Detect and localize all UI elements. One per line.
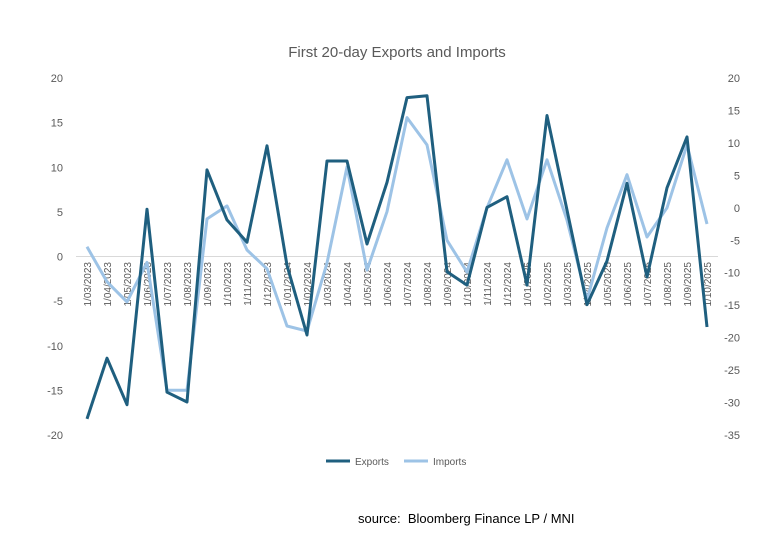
left-axis: 20 15 10 5 0 -5 -10 -15 -20 — [47, 73, 63, 442]
left-tick-label: -15 — [47, 385, 63, 397]
category-label: 1/02/2025 — [543, 262, 554, 307]
left-tick-label: -20 — [47, 430, 63, 442]
category-label: 1/04/2025 — [583, 262, 594, 307]
plot-area — [85, 94, 709, 420]
right-tick-label: -30 — [724, 398, 740, 410]
category-label: 1/03/2025 — [563, 262, 574, 307]
category-label: 1/06/2024 — [383, 262, 394, 307]
category-axis: 1/03/2023 1/04/2023 1/05/2023 1/06/2023 1/07… — [83, 262, 714, 307]
category-label: 1/05/2023 — [123, 262, 134, 307]
left-tick-label: 15 — [51, 118, 63, 130]
category-label: 1/09/2024 — [443, 262, 454, 307]
category-label: 1/09/2023 — [203, 262, 214, 307]
category-label: 1/07/2023 — [163, 262, 174, 307]
left-tick-label: 10 — [51, 162, 63, 174]
category-label: 1/05/2024 — [363, 262, 374, 307]
category-label: 1/06/2023 — [143, 262, 154, 307]
legend-imports-label: Imports — [433, 457, 466, 468]
right-tick-label: -5 — [730, 235, 740, 247]
category-label: 1/08/2024 — [423, 262, 434, 307]
left-tick-label: 5 — [57, 207, 63, 219]
category-label: 1/03/2023 — [83, 262, 94, 307]
category-label: 1/03/2024 — [323, 262, 334, 307]
category-label: 1/09/2025 — [683, 262, 694, 307]
left-tick-label: 0 — [57, 252, 63, 264]
category-label: 1/06/2025 — [623, 262, 634, 307]
left-tick-label: 20 — [51, 73, 63, 85]
series-line-exports — [85, 94, 709, 420]
category-label: 1/05/2025 — [603, 262, 614, 307]
category-label: 1/07/2025 — [643, 262, 654, 307]
right-tick-label: 20 — [728, 73, 740, 85]
right-tick-label: 10 — [728, 138, 740, 150]
right-tick-label: -10 — [724, 268, 740, 280]
category-label: 1/12/2024 — [503, 262, 514, 307]
left-tick-label: -10 — [47, 341, 63, 353]
legend: Exports Imports — [326, 457, 466, 468]
left-tick-label: -5 — [53, 296, 63, 308]
category-label: 1/12/2023 — [263, 262, 274, 307]
category-label: 1/04/2024 — [343, 262, 354, 307]
right-tick-label: 0 — [734, 203, 740, 215]
right-tick-label: 5 — [734, 170, 740, 182]
category-label: 1/10/2025 — [703, 262, 714, 307]
category-label: 1/02/2024 — [303, 262, 314, 307]
category-label: 1/07/2024 — [403, 262, 414, 307]
category-label: 1/08/2023 — [183, 262, 194, 307]
source-note: source: Bloomberg Finance LP / MNI — [358, 511, 575, 526]
right-tick-label: 15 — [728, 105, 740, 117]
category-label: 1/08/2025 — [663, 262, 674, 307]
right-tick-label: -35 — [724, 430, 740, 442]
category-label: 1/11/2023 — [243, 262, 254, 306]
right-tick-label: -15 — [724, 300, 740, 312]
chart-title: First 20-day Exports and Imports — [288, 44, 506, 61]
series-line-imports — [85, 116, 709, 392]
right-tick-label: -20 — [724, 333, 740, 345]
right-axis: 20 15 10 5 0 -5 -10 -15 -20 -25 -30 -35 — [724, 73, 740, 442]
category-label: 1/11/2024 — [483, 262, 494, 306]
right-tick-label: -25 — [724, 365, 740, 377]
category-label: 1/01/2024 — [283, 262, 294, 307]
legend-exports-label: Exports — [355, 457, 389, 468]
category-label: 1/10/2023 — [223, 262, 234, 307]
